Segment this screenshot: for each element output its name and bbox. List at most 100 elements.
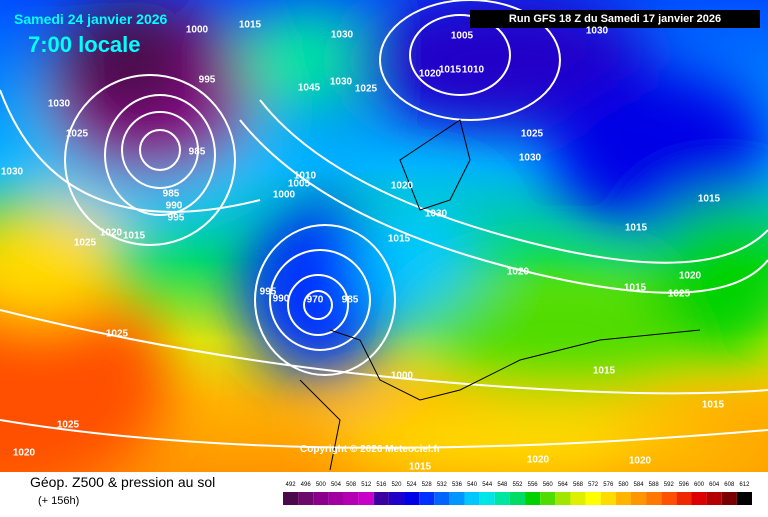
scale-swatch: [676, 492, 692, 505]
scale-swatch: [434, 492, 450, 505]
scale-swatch: [358, 492, 374, 505]
isobar-label: 1000: [273, 190, 296, 201]
isobar-label: 995: [260, 287, 277, 298]
isobar-label: 1010: [462, 65, 485, 76]
scale-label: 544: [482, 482, 493, 488]
scale-swatch: [479, 492, 495, 505]
isobar-label: 1025: [74, 238, 97, 249]
isobar-label: 1015: [625, 223, 648, 234]
run-info: Run GFS 18 Z du Samedi 17 janvier 2026: [509, 13, 721, 25]
forecast-date: Samedi 24 janvier 2026: [14, 11, 168, 27]
scale-label: 504: [331, 482, 342, 488]
scale-swatch: [419, 492, 435, 505]
scale-label: 580: [618, 482, 629, 488]
scale-label: 552: [512, 482, 523, 488]
scale-label: 608: [724, 482, 735, 488]
isobar-label: 995: [199, 75, 216, 86]
isobar-label: 1020: [419, 69, 442, 80]
isobar-label: 1030: [519, 153, 542, 164]
scale-label: 568: [573, 482, 584, 488]
isobar-label: 1025: [106, 329, 129, 340]
scale-swatch: [373, 492, 389, 505]
scale-swatch: [646, 492, 662, 505]
scale-label: 508: [346, 482, 357, 488]
isobar-label: 1020: [507, 267, 530, 278]
lead-time: (+ 156h): [38, 495, 79, 507]
scale-swatch: [706, 492, 722, 505]
scale-swatch: [313, 492, 329, 505]
scale-label: 556: [528, 482, 539, 488]
scale-swatch: [540, 492, 556, 505]
scale-label: 500: [316, 482, 327, 488]
map-field: [0, 0, 768, 500]
scale-label: 512: [361, 482, 372, 488]
scale-swatch: [555, 492, 571, 505]
scale-label: 540: [467, 482, 478, 488]
scale-swatch: [388, 492, 405, 505]
scale-swatch: [404, 492, 420, 505]
coastlines: [299, 119, 701, 471]
isobar-label: 1030: [1, 167, 24, 178]
scale-swatch: [525, 492, 541, 505]
scale-swatch: [449, 492, 465, 505]
isobar-label: 1010: [294, 171, 317, 182]
scale-label: 600: [694, 482, 705, 488]
isobar-label: 1005: [451, 31, 474, 42]
isobars: [0, 0, 768, 448]
footer-title: Géop. Z500 & pression au sol: [30, 474, 215, 490]
isobar-label: 1005: [288, 179, 311, 190]
isobar-label: 1025: [66, 129, 89, 140]
scale-label: 548: [497, 482, 508, 488]
isobar-labels: 1000 1015 1030 1005 1030 1020 1015 1010 995 1045 1…: [1, 20, 725, 473]
forecast-time: 7:00 locale: [28, 32, 141, 57]
scale-label: 604: [709, 482, 720, 488]
isobar-label: 990: [273, 294, 290, 305]
isobar-label: 995: [168, 213, 185, 224]
isobar-label: 1000: [391, 371, 414, 382]
isobar-label: 1025: [668, 289, 691, 300]
scale-label: 560: [543, 482, 554, 488]
scale-swatch: [570, 492, 586, 505]
isobar-label: 1045: [298, 83, 321, 94]
scale-label: 492: [286, 482, 297, 488]
scale-label: 532: [437, 482, 448, 488]
scale-swatch: [691, 492, 707, 505]
scale-swatch: [509, 492, 526, 505]
scale-swatch: [494, 492, 510, 505]
scale-swatch: [343, 492, 359, 505]
scale-swatch: [721, 492, 737, 505]
run-box: [470, 10, 760, 28]
isobar-label: 1030: [331, 30, 354, 41]
scale-swatch: [298, 492, 314, 505]
color-scale: 492 496 500 504 508 512 516 520 524 528 532 536 540 5…: [283, 482, 752, 505]
isobar-label: 1020: [527, 455, 550, 466]
scale-label: 584: [634, 482, 645, 488]
isobar-label: 990: [166, 201, 183, 212]
isobar-label: 1025: [521, 129, 544, 140]
scale-swatch: [464, 492, 480, 505]
isobar-label: 985: [342, 295, 359, 306]
isobar-label: 1025: [57, 420, 80, 431]
scale-label: 588: [649, 482, 660, 488]
scale-label: 572: [588, 482, 599, 488]
scale-swatch: [328, 492, 344, 505]
scale-label: 596: [679, 482, 690, 488]
scale-label: 520: [391, 482, 402, 488]
copyright: Copyright © 2026 Meteociel.fr: [300, 444, 441, 455]
scale-label: 564: [558, 482, 569, 488]
isobar-label: 1030: [425, 209, 448, 220]
isobar-label: 1015: [123, 231, 146, 242]
scale-label: 536: [452, 482, 463, 488]
scale-label: 528: [422, 482, 433, 488]
isobar-label: 1015: [624, 283, 647, 294]
isobar-label: 970: [307, 295, 324, 306]
isobar-label: 985: [163, 189, 180, 200]
isobar-label: 1030: [586, 26, 609, 37]
isobar-label: 1030: [48, 99, 71, 110]
scale-label: 516: [376, 482, 387, 488]
isobar-label: 1030: [330, 77, 353, 88]
isobar-label: 1015: [388, 234, 411, 245]
scale-swatch: [736, 492, 752, 505]
scale-label: 524: [407, 482, 418, 488]
